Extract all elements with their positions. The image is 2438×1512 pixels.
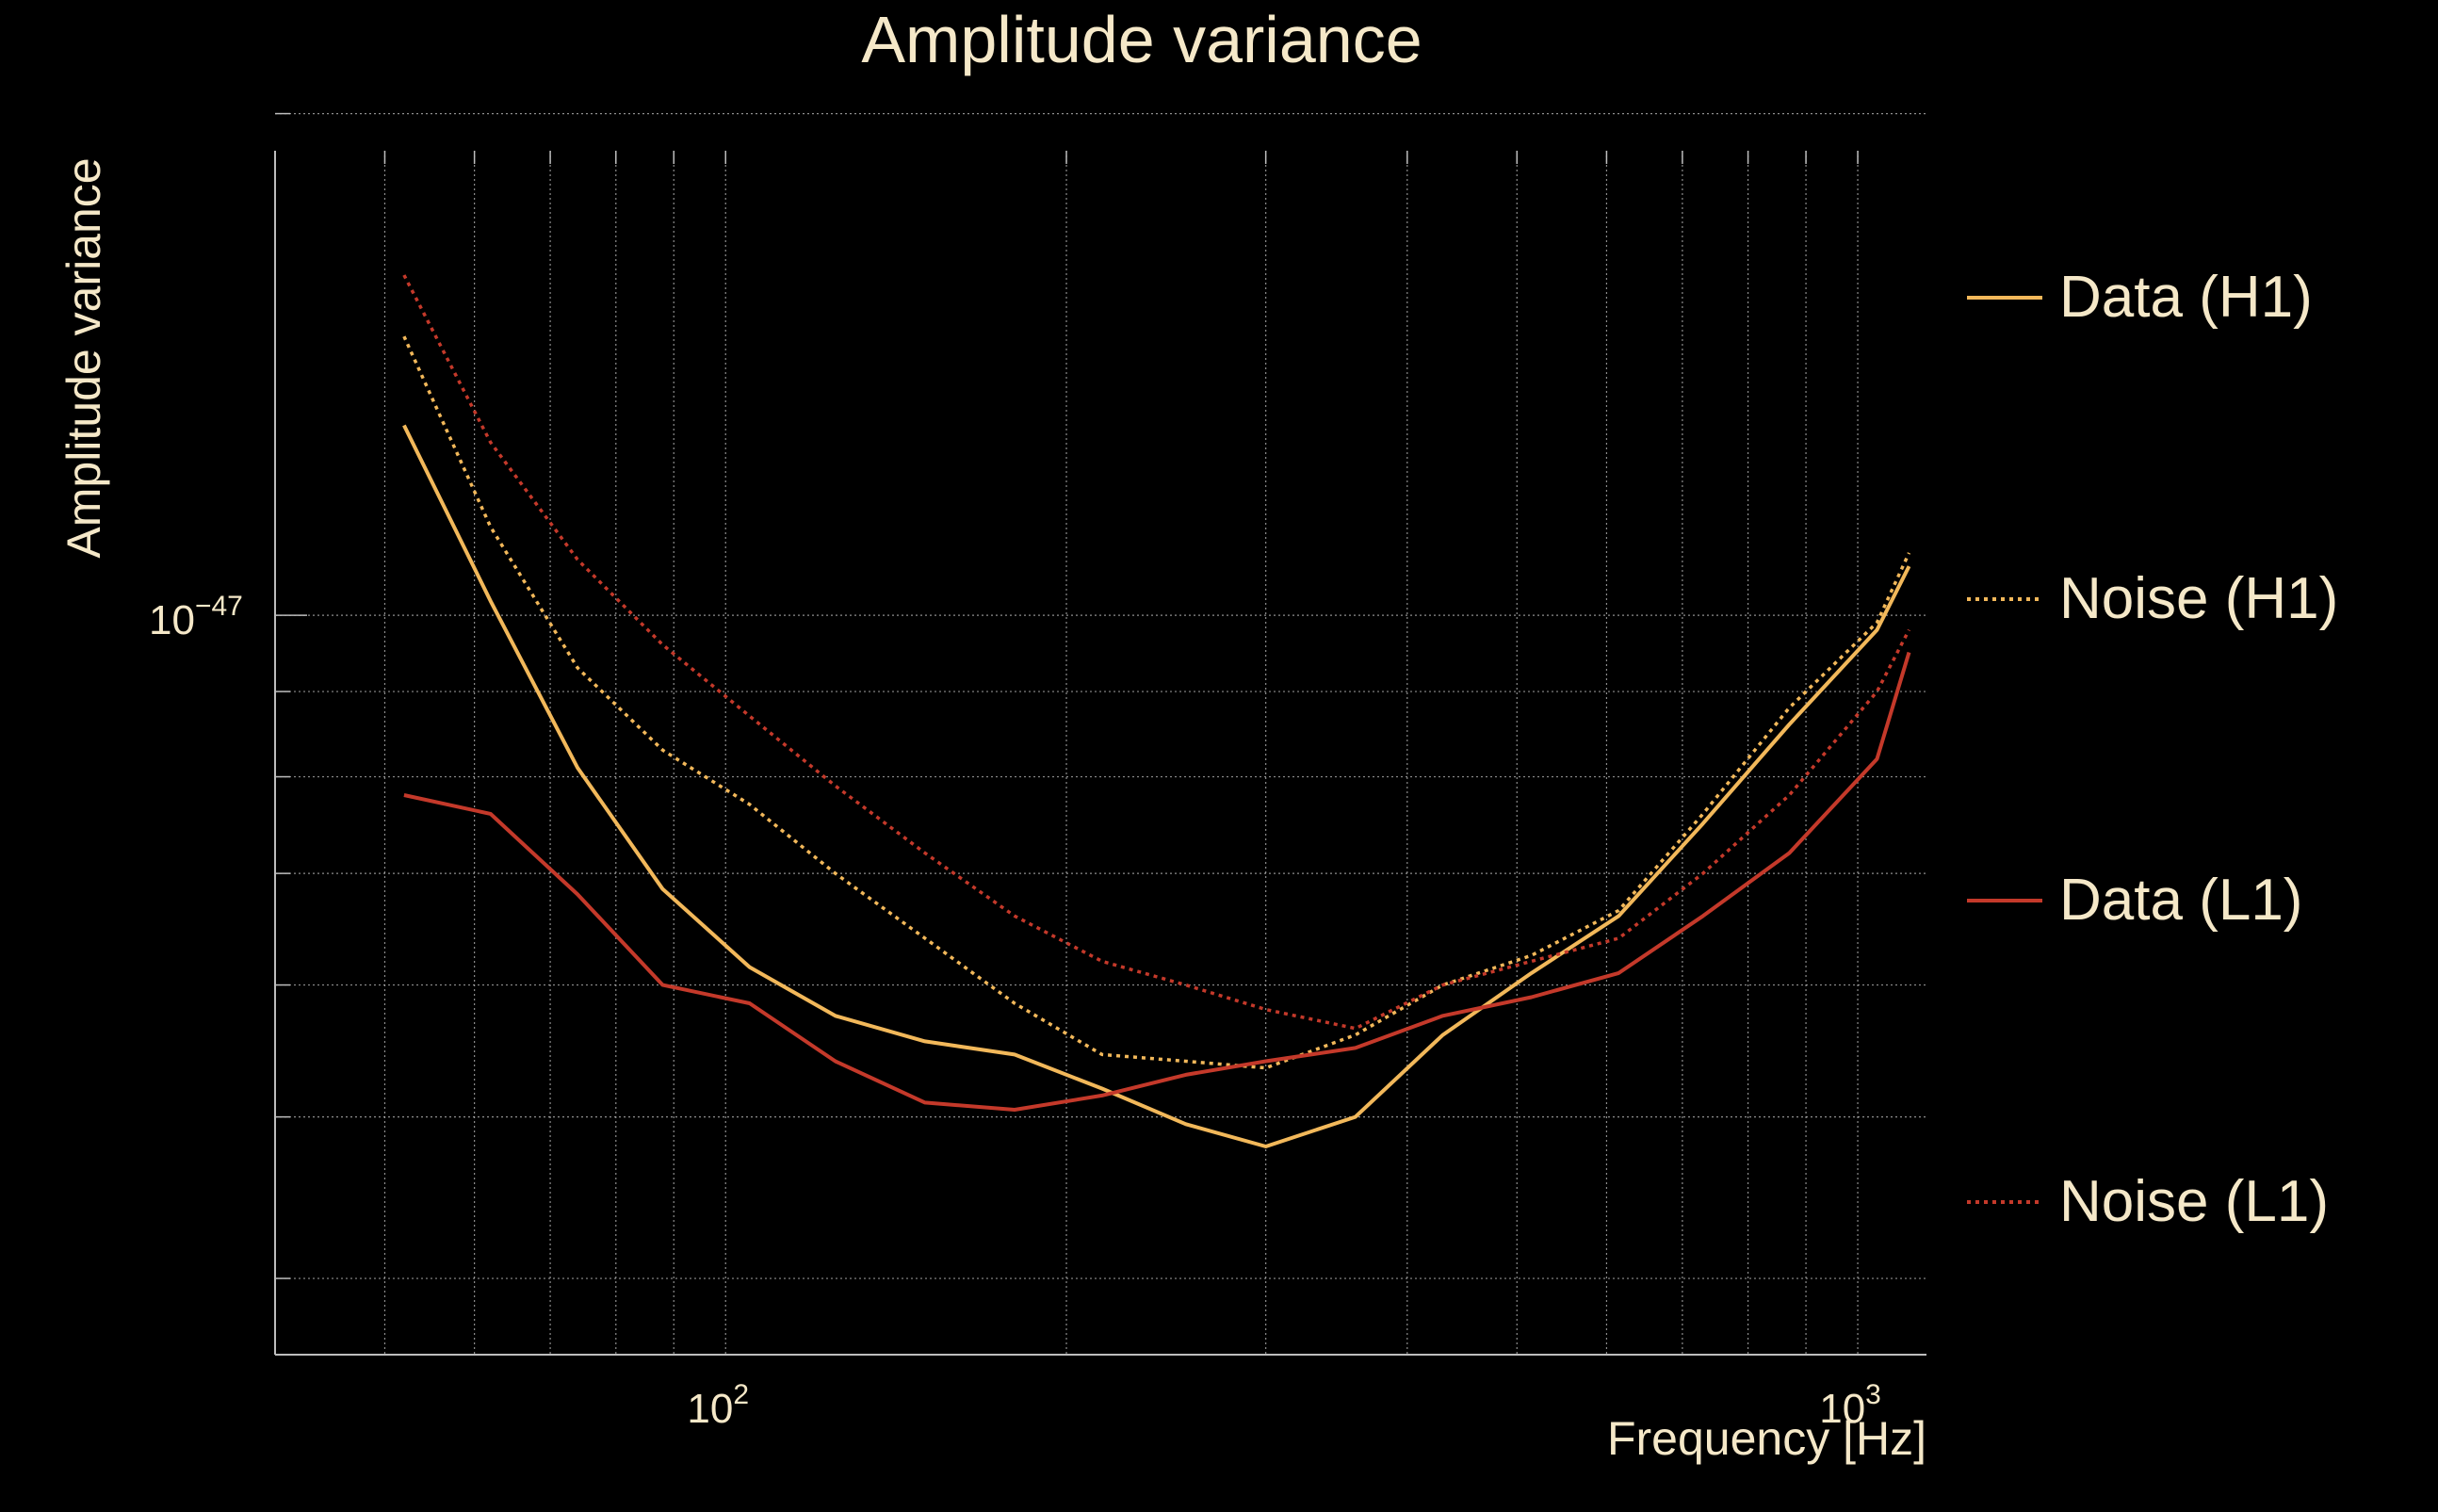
y-axis-label: Amplitude variance (57, 157, 110, 558)
x-tick-label-exponent: 3 (1865, 1379, 1881, 1410)
legend-label-4: Noise (L1) (2059, 1169, 2329, 1234)
legend: Data (H1) Noise (H1) Data (L1) Noise (L1) (1967, 265, 2338, 1234)
series-line-2 (402, 335, 1911, 1070)
series-line-4 (402, 274, 1911, 1031)
legend-label-1: Data (H1) (2059, 265, 2313, 330)
chart-title: Amplitude variance (861, 3, 1422, 76)
legend-label-3: Data (L1) (2059, 868, 2302, 933)
series-line-3 (403, 651, 1911, 1112)
legend-label-2: Noise (H1) (2059, 566, 2338, 631)
x-tick-label-base: 10 (687, 1386, 733, 1432)
y-tick-label: 10−47 (149, 591, 243, 643)
series-line-1 (402, 424, 1911, 1148)
x-tick-label-exponent: 2 (733, 1379, 749, 1410)
plot-area (402, 274, 1911, 1148)
x-tick-label: 102 (687, 1379, 749, 1432)
x-tick-label-base: 10 (1819, 1386, 1865, 1432)
y-tick-label-base: 10 (149, 597, 195, 643)
labels: Amplitude variance Frequency [Hz] Amplit… (57, 3, 1926, 1465)
y-tick-label-exponent: −47 (195, 591, 243, 622)
x-axis-label: Frequency [Hz] (1607, 1412, 1926, 1465)
x-tick-label: 103 (1819, 1379, 1881, 1432)
grid (274, 112, 1926, 1355)
